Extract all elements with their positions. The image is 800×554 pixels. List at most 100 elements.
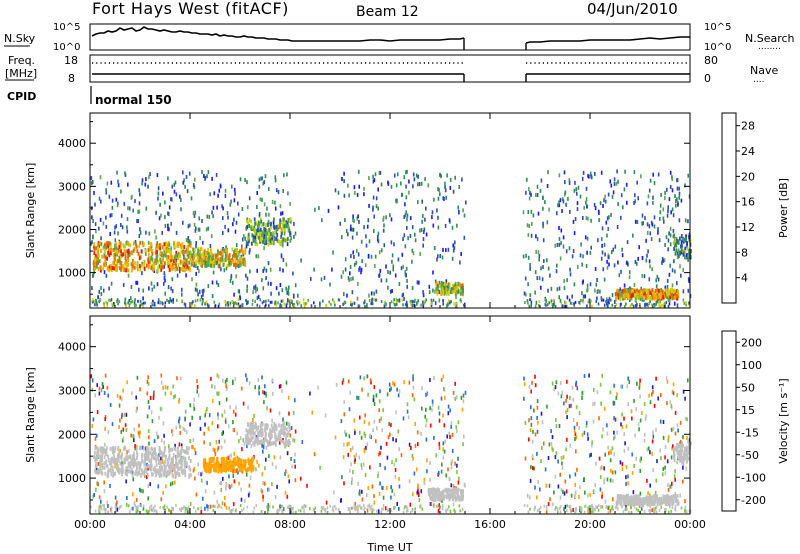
velocity-echo-cell xyxy=(252,418,254,423)
velocity-echo-cell xyxy=(588,373,590,378)
power-echo-cell xyxy=(157,301,160,305)
power-echo-cell xyxy=(180,250,183,254)
power-echo-cell xyxy=(138,188,141,193)
velocity-echo-cell xyxy=(326,506,329,510)
velocity-echo-cell xyxy=(592,402,594,407)
velocity-echo-cell xyxy=(179,458,181,463)
velocity-echo-cell xyxy=(672,444,674,449)
power-echo-cell xyxy=(525,190,527,195)
velocity-echo-cell xyxy=(572,397,575,402)
velocity-echo-cell xyxy=(293,459,296,464)
power-echo-cell xyxy=(174,261,177,266)
power-echo-cell xyxy=(160,267,163,272)
power-echo-cell xyxy=(625,302,627,306)
velocity-echo-cell xyxy=(397,429,399,434)
power-echo-cell xyxy=(234,229,237,234)
velocity-echo-cell xyxy=(194,476,196,481)
velocity-echo-cell xyxy=(417,442,419,447)
velocity-echo-cell xyxy=(106,385,109,390)
power-echo-cell xyxy=(163,252,166,257)
power-echo-cell xyxy=(368,299,371,302)
velocity-echo-cell xyxy=(378,408,380,413)
power-echo-cell xyxy=(432,270,434,275)
power-echo-cell xyxy=(271,236,274,241)
power-echo-cell xyxy=(191,277,193,282)
power-echo-cell xyxy=(185,262,188,266)
power-echo-cell xyxy=(365,234,367,239)
power-echo-cell xyxy=(529,298,531,302)
velocity-echo-cell xyxy=(429,406,431,411)
velocity-echo-cell xyxy=(559,507,561,511)
velocity-echo-cell xyxy=(254,385,256,390)
power-echo-cell xyxy=(599,201,602,206)
velocity-echo-cell xyxy=(104,415,107,419)
power-echo-cell xyxy=(281,211,284,216)
velocity-echo-cell xyxy=(565,447,567,452)
power-echo-cell xyxy=(118,266,121,271)
velocity-echo-cell xyxy=(160,497,163,502)
velocity-echo-cell xyxy=(585,423,588,428)
velocity-echo-cell xyxy=(204,489,207,494)
velocity-echo-cell xyxy=(232,379,234,384)
power-echo-cell xyxy=(91,240,93,245)
velocity-echo-cell xyxy=(214,385,216,390)
velocity-echo-cell xyxy=(180,449,183,454)
noise-tick-bottom-left: 10^0 xyxy=(53,42,80,53)
power-echo-cell xyxy=(262,237,265,241)
velocity-echo-cell xyxy=(353,460,356,465)
velocity-echo-cell xyxy=(221,501,224,506)
power-echo-cell xyxy=(653,215,656,220)
power-echo-cell xyxy=(634,295,637,300)
power-echo-cell xyxy=(534,290,536,295)
power-echo-cell xyxy=(546,258,548,263)
velocity-echo-cell xyxy=(147,456,150,461)
power-echo-cell xyxy=(119,241,122,246)
power-echo-cell xyxy=(122,267,125,272)
power-echo-cell xyxy=(558,226,560,230)
power-echo-cell xyxy=(110,180,113,185)
power-echo-cell xyxy=(424,177,426,182)
power-echo-cell xyxy=(444,286,446,291)
velocity-echo-cell xyxy=(627,474,629,479)
power-echo-cell xyxy=(108,249,111,254)
power-echo-cell xyxy=(148,259,151,264)
velocity-echo-cell xyxy=(103,455,106,460)
power-echo-cell xyxy=(285,221,288,226)
velocity-echo-cell xyxy=(639,378,641,383)
power-echo-cell xyxy=(568,298,571,302)
power-echo-cell xyxy=(657,299,659,304)
velocity-echo-cell xyxy=(429,477,431,482)
power-echo-cell xyxy=(595,282,598,287)
velocity-echo-cell xyxy=(162,451,165,456)
velocity-echo-cell xyxy=(104,508,107,512)
power-echo-cell xyxy=(235,243,238,247)
velocity-echo-cell xyxy=(651,452,653,457)
power-echo-cell xyxy=(246,180,248,185)
velocity-echo-cell xyxy=(370,380,372,385)
power-echo-cell xyxy=(257,294,260,299)
power-echo-cell xyxy=(540,285,542,290)
velocity-echo-cell xyxy=(164,385,167,390)
power-echo-cell xyxy=(162,191,164,196)
power-echo-cell xyxy=(150,281,153,286)
power-echo-cell xyxy=(93,247,96,252)
velocity-echo-cell xyxy=(609,458,612,463)
velocity-echo-cell xyxy=(558,424,561,428)
power-echo-cell xyxy=(281,237,284,242)
velocity-echo-cell xyxy=(598,456,601,461)
velocity-echo-cell xyxy=(216,505,219,509)
velocity-echo-cell xyxy=(346,442,348,447)
velocity-echo-cell xyxy=(153,451,156,456)
power-echo-cell xyxy=(573,302,575,306)
power-echo-cell xyxy=(680,273,682,278)
power-echo-cell xyxy=(453,289,455,293)
power-echo-cell xyxy=(651,288,654,293)
power-echo-cell xyxy=(586,204,588,209)
velocity-echo-cell xyxy=(365,445,367,450)
power-echo-cell xyxy=(645,295,647,300)
velocity-echo-cell xyxy=(99,464,102,469)
velocity-echo-cell xyxy=(423,477,426,482)
velocity-echo-cell xyxy=(389,388,391,393)
velocity-echo-cell xyxy=(179,507,181,511)
power-echo-cell xyxy=(618,291,621,296)
